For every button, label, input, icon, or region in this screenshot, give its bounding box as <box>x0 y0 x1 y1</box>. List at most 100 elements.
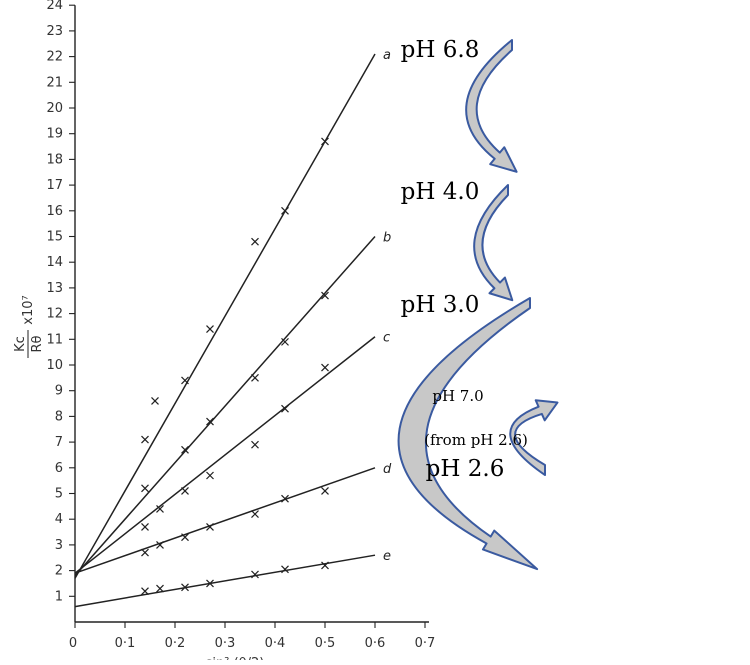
x-tick-label: 0·4 <box>265 636 286 651</box>
x-tick-label: 0·1 <box>115 636 136 651</box>
series-line-c <box>74 336 376 574</box>
annotation-ph: (from pH 2.6) <box>424 431 528 449</box>
y-tick-label: 22 <box>46 50 63 65</box>
series-label-d: d <box>383 462 392 477</box>
x-tick-label: 0·6 <box>365 636 386 651</box>
series-b: b <box>74 231 391 577</box>
data-point <box>321 291 329 300</box>
series-c: c <box>74 331 390 574</box>
data-point <box>281 404 289 413</box>
data-point <box>181 376 189 385</box>
arrow-4-0-to-3-0 <box>473 184 514 302</box>
x-tick-label: 0·2 <box>165 636 186 651</box>
data-point <box>141 548 149 557</box>
y-axis-label: Kc Rθ x10⁷ <box>13 295 45 358</box>
arrow-6-8-to-4-0 <box>465 39 518 173</box>
data-point <box>281 494 289 503</box>
data-point <box>181 445 189 454</box>
data-point <box>281 337 289 346</box>
y-tick-label: 17 <box>46 178 63 193</box>
y-tick-label: 13 <box>46 281 63 296</box>
series-line-b <box>74 236 376 577</box>
data-point <box>141 435 149 444</box>
y-tick-label: 20 <box>46 101 63 116</box>
y-tick-label: 4 <box>55 512 63 527</box>
y-axis-label-suffix: x10⁷ <box>21 295 36 324</box>
data-point <box>206 325 214 333</box>
arrow-2-6-to-7-0 <box>509 399 559 476</box>
annotation-ph: pH 3.0 <box>401 292 480 318</box>
y-tick-label: 7 <box>55 435 63 450</box>
data-point <box>141 587 149 596</box>
x-tick-label: 0·7 <box>415 636 436 651</box>
series-line-a <box>74 53 376 579</box>
annotation-ph: pH 7.0 <box>432 387 483 405</box>
data-point <box>181 583 189 592</box>
y-tick-label: 12 <box>46 307 63 322</box>
data-point <box>156 540 164 549</box>
x-tick-label: 0·3 <box>215 636 236 651</box>
y-tick-label: 6 <box>55 461 63 476</box>
series-line-d <box>74 467 376 574</box>
data-point <box>321 137 329 146</box>
y-tick-label: 18 <box>46 152 63 167</box>
y-axis-label-denominator: Rθ <box>30 335 45 352</box>
data-point <box>151 397 159 405</box>
axes: 1234567891011121314151617181920212223240… <box>13 0 436 665</box>
data-point <box>206 522 214 531</box>
annotation-ph: pH 6.8 <box>401 37 480 63</box>
y-tick-label: 5 <box>55 487 63 502</box>
data-point <box>141 484 149 493</box>
data-point <box>251 510 259 518</box>
x-axis-label: sin² (θ/2) <box>206 656 265 660</box>
arrow-shape <box>397 297 539 571</box>
series-label-e: e <box>383 549 391 564</box>
data-point <box>321 561 329 570</box>
data-point <box>321 363 329 372</box>
data-point <box>251 373 259 382</box>
data-point <box>156 584 164 593</box>
series-d: d <box>74 462 392 574</box>
y-tick-label: 14 <box>46 255 63 270</box>
data-point <box>206 579 214 588</box>
y-tick-label: 1 <box>55 589 63 604</box>
y-tick-label: 11 <box>46 332 63 347</box>
data-point <box>321 487 329 495</box>
series-e: e <box>74 549 391 608</box>
data-point <box>156 504 164 513</box>
data-point <box>251 570 259 579</box>
data-point <box>206 471 214 480</box>
series-a: a <box>74 48 391 579</box>
x-tick-label: 0 <box>69 636 77 651</box>
arrow-shape <box>509 399 559 476</box>
y-axis-label-numerator: Kc <box>13 336 28 352</box>
y-tick-label: 2 <box>55 564 63 579</box>
series-line-e <box>74 554 376 608</box>
annotations-group: pH 6.8 pH 4.0 pH 3.0 pH 7.0 (from pH 2.6) pH … <box>401 37 528 482</box>
y-tick-label: 19 <box>46 127 63 142</box>
series-label-c: c <box>383 331 390 346</box>
series-label-b: b <box>383 231 391 246</box>
y-tick-label: 24 <box>46 0 63 13</box>
y-tick-label: 8 <box>55 409 63 424</box>
y-tick-label: 16 <box>46 204 63 219</box>
arrows-group <box>397 39 559 571</box>
data-point <box>281 565 289 574</box>
data-point <box>181 533 189 542</box>
y-tick-label: 9 <box>55 384 63 399</box>
data-point <box>251 440 259 449</box>
data-point <box>141 522 149 531</box>
x-tick-label: 0·5 <box>315 636 336 651</box>
y-tick-label: 21 <box>46 75 63 90</box>
data-point <box>281 206 289 215</box>
annotation-ph: pH 2.6 <box>426 456 505 482</box>
data-point <box>251 237 259 246</box>
series-label-a: a <box>383 48 391 63</box>
series-group: a b c d e <box>74 48 392 608</box>
y-tick-label: 23 <box>46 24 63 39</box>
arrow-shape <box>473 184 514 302</box>
y-tick-label: 15 <box>46 230 63 245</box>
arrow-shape <box>465 39 518 173</box>
